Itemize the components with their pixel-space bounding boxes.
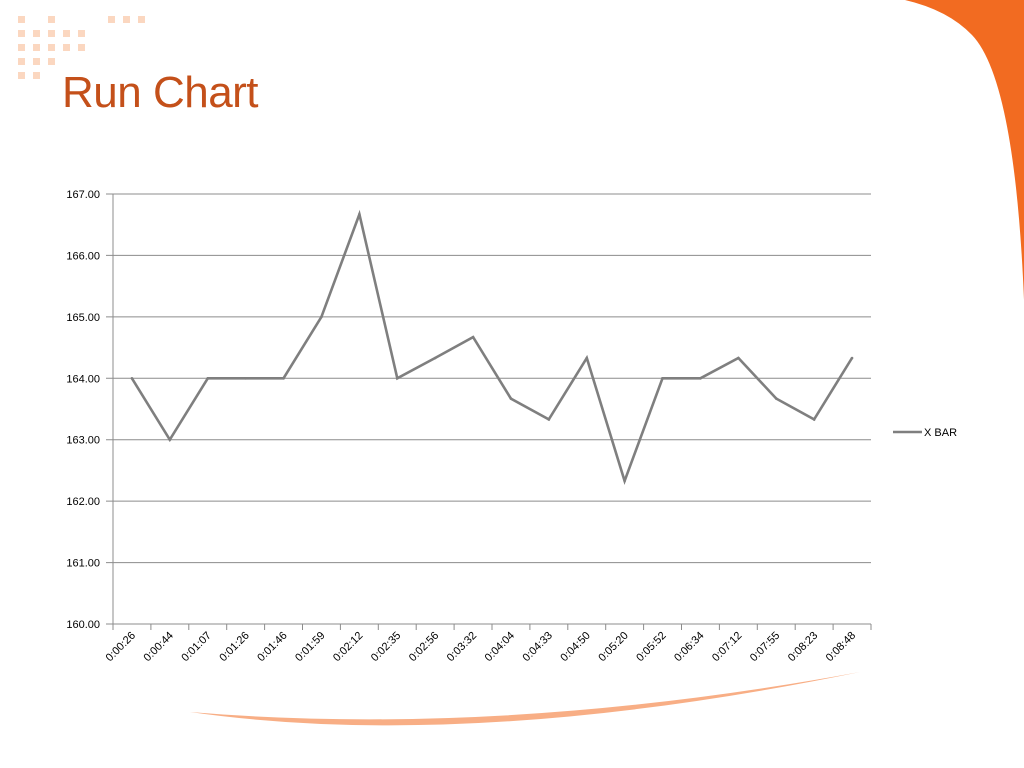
x-tick-label: 0:01:46 [255, 630, 289, 664]
decor-dot [48, 58, 55, 65]
x-tick-label: 0:02:56 [407, 630, 441, 664]
decor-dot [48, 30, 55, 37]
y-tick-label: 167.00 [66, 189, 100, 201]
y-tick-label: 160.00 [66, 619, 100, 631]
orange-bottom-swoosh [190, 672, 860, 726]
decor-dot [78, 44, 85, 51]
data-point [585, 356, 589, 360]
orange-corner-swoosh [905, 0, 1024, 300]
x-tick-label: 0:06:34 [672, 630, 706, 664]
series-line-x-bar [130, 209, 854, 485]
x-tick-label: 0:02:35 [369, 630, 403, 664]
x-tick-label: 0:05:52 [634, 630, 668, 664]
y-tick-label: 166.00 [66, 250, 100, 262]
decor-dot [18, 44, 25, 51]
y-tick-label: 162.00 [66, 496, 100, 508]
x-tick-label: 0:01:59 [293, 630, 327, 664]
data-point [206, 376, 210, 380]
x-tick-label: 0:07:55 [748, 630, 782, 664]
data-point [433, 356, 437, 360]
corner-dot-pattern [18, 16, 145, 79]
x-tick-label: 0:08:23 [786, 630, 820, 664]
decor-dot [108, 16, 115, 23]
data-point [395, 376, 399, 380]
x-tick-label: 0:04:04 [483, 630, 517, 664]
data-point [244, 376, 247, 380]
data-point [850, 356, 854, 360]
data-point [547, 418, 551, 421]
x-tick-label: 0:01:07 [179, 630, 213, 664]
data-point [737, 356, 740, 360]
y-tick-label: 163.00 [66, 435, 100, 447]
data-point [699, 376, 702, 380]
y-tick-label: 165.00 [66, 312, 100, 324]
decor-dot [48, 16, 55, 23]
x-tick-label: 0:05:20 [596, 630, 630, 664]
data-point [130, 376, 134, 380]
data-point [509, 397, 513, 400]
decor-dot [78, 30, 85, 37]
data-point [623, 479, 626, 483]
x-tick-label: 0:00:26 [104, 630, 138, 664]
decor-dot [33, 58, 40, 65]
x-tick-label: 0:04:50 [558, 630, 592, 664]
data-point [282, 376, 285, 380]
slide-title: Run Chart [62, 68, 259, 117]
data-point [774, 397, 778, 400]
decor-dot [33, 72, 40, 79]
x-tick-label: 0:07:12 [710, 630, 744, 664]
x-tick-label: 0:08:48 [824, 630, 858, 664]
data-point [168, 438, 172, 442]
decor-dot [63, 30, 70, 37]
data-point [661, 376, 664, 380]
data-point [358, 212, 361, 216]
data-point [471, 335, 475, 339]
y-tick-label: 164.00 [66, 373, 100, 385]
x-tick-label: 0:02:12 [331, 630, 365, 664]
x-tick-label: 0:00:44 [142, 630, 176, 664]
data-point [812, 418, 816, 421]
decor-dot [18, 72, 25, 79]
decor-dot [18, 16, 25, 23]
decor-dot [63, 44, 70, 51]
decor-dot [33, 44, 40, 51]
decor-dot [123, 16, 130, 23]
decor-dot [18, 30, 25, 37]
x-tick-label: 0:04:33 [521, 630, 555, 664]
decor-dot [18, 58, 25, 65]
decor-dot [138, 16, 145, 23]
y-tick-label: 161.00 [66, 558, 100, 570]
data-point [320, 315, 323, 319]
decor-dot [33, 30, 40, 37]
decor-dot [48, 44, 55, 51]
x-tick-label: 0:01:26 [217, 630, 251, 664]
x-tick-label: 0:03:32 [445, 630, 479, 664]
legend-label: X BAR [924, 427, 957, 439]
